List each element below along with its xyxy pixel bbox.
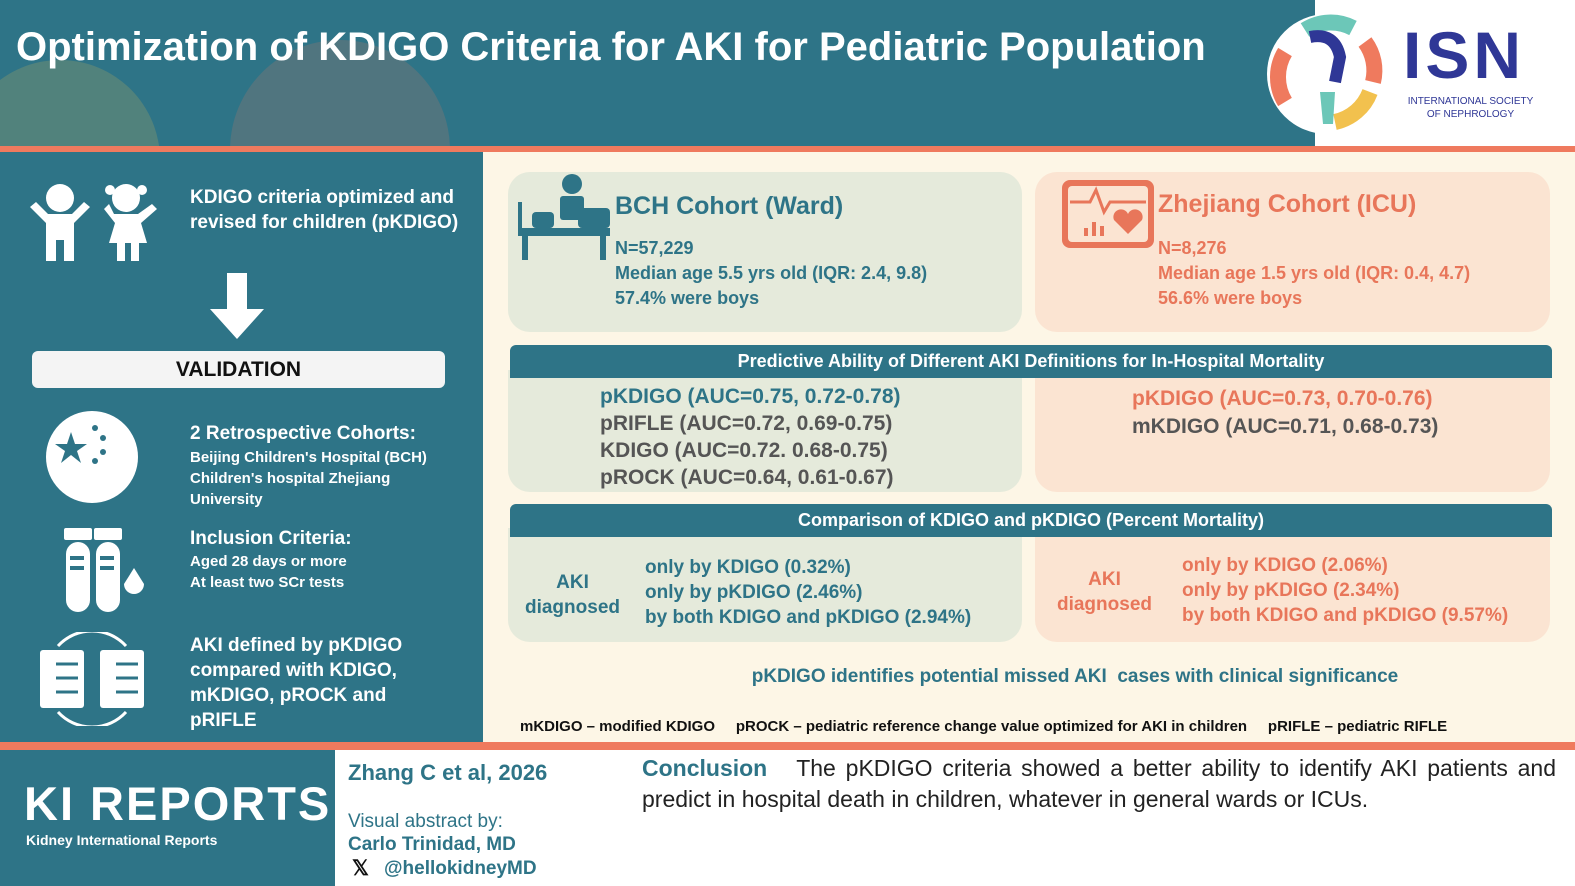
visual-abstract-label: Visual abstract by:: [348, 811, 503, 832]
bch-auc-card: [508, 370, 1022, 492]
comparison-item: only by KDIGO (0.32%): [645, 557, 851, 578]
comparison-item: only by KDIGO (2.06%): [1182, 555, 1388, 576]
compare-documents-icon: [40, 632, 144, 726]
bch-aki-label: AKI diagnosed: [510, 570, 635, 620]
isn-logo: ISN INTERNATIONAL SOCIETY OF NEPHROLOGY: [1267, 0, 1575, 146]
validation-label: VALIDATION: [32, 351, 445, 388]
comparison-item: by both KDIGO and pKDIGO (9.57%): [1182, 605, 1509, 626]
diagnosed-label: diagnosed: [524, 597, 620, 618]
conclusion-label: Conclusion: [642, 755, 768, 781]
cohort-line: Children's hospital Zhejiang: [190, 470, 391, 487]
page-title: Optimization of KDIGO Criteria for AKI f…: [16, 25, 1206, 69]
author: Carlo Trinidad, MD: [348, 834, 516, 855]
cohort-line: University: [190, 491, 263, 508]
auc-item: pKDIGO (AUC=0.73, 0.70-0.76): [1132, 387, 1433, 410]
bch-auc-list: pKDIGO (AUC=0.75, 0.72-0.78) pRIFLE (AUC…: [600, 383, 901, 491]
auc-item: KDIGO (AUC=0.72. 0.68-0.75): [600, 439, 888, 462]
children-icon: [30, 184, 157, 261]
inclusion-title: Inclusion Criteria:: [190, 528, 352, 549]
auc-item: pRIFLE (AUC=0.72, 0.69-0.75): [600, 412, 893, 435]
citation: Zhang C et al, 2026: [348, 760, 548, 785]
auc-item: mKDIGO (AUC=0.71, 0.68-0.73): [1132, 415, 1439, 438]
footnote: mKDIGO – modified KDIGO pROCK – pediatri…: [520, 718, 1448, 735]
bch-cohort-card: [508, 172, 1022, 332]
comparison-item: only by pKDIGO (2.34%): [1182, 580, 1400, 601]
zhejiang-boys: 56.6% were boys: [1158, 288, 1303, 308]
bch-comparison-card: [508, 528, 1022, 642]
divider: [0, 146, 1575, 152]
zhejiang-auc-card: [1035, 370, 1550, 492]
zhejiang-auc-list: pKDIGO (AUC=0.73, 0.70-0.76) mKDIGO (AUC…: [1132, 385, 1438, 441]
isn-name-2: OF NEPHROLOGY: [1426, 109, 1515, 120]
comparison-item: by both KDIGO and pKDIGO (2.94%): [645, 607, 972, 628]
bch-title: BCH Cohort (Ward): [615, 192, 844, 220]
inclusion-list: Aged 28 days or more At least two SCr te…: [190, 551, 347, 593]
bch-age: Median age 5.5 yrs old (IQR: 2.4, 9.8): [615, 263, 928, 283]
divider: [0, 742, 1575, 750]
comparison-item: only by pKDIGO (2.46%): [645, 582, 863, 603]
isn-abbr: ISN: [1403, 18, 1526, 92]
isn-name-1: INTERNATIONAL SOCIETY: [1407, 96, 1534, 107]
aki-definition: AKI defined by pKDIGO compared with KDIG…: [190, 635, 403, 731]
hospital-bed-icon: [518, 174, 610, 260]
inclusion-line: At least two SCr tests: [190, 574, 345, 591]
zhejiang-aki-label: AKI diagnosed: [1042, 567, 1167, 617]
bch-comparison-list: only by KDIGO (0.32%) only by pKDIGO (2.…: [645, 555, 971, 630]
journal-name: KI REPORTS: [24, 777, 332, 830]
aki-label: AKI: [1088, 569, 1121, 590]
zhejiang-title: Zhejiang Cohort (ICU): [1158, 190, 1417, 218]
ki-reports-logo: KI REPORTS Kidney International Reports: [0, 750, 335, 886]
zhejiang-stats: N=8,276 Median age 1.5 yrs old (IQR: 0.4…: [1158, 236, 1470, 311]
conclusion: Conclusion The pKDIGO criteria showed a …: [642, 753, 1556, 815]
inclusion-line: Aged 28 days or more: [190, 553, 347, 570]
x-logo-icon: 𝕏: [352, 857, 369, 880]
takeaway: pKDIGO identifies potential missed AKI c…: [751, 666, 1399, 687]
bch-stats: N=57,229 Median age 5.5 yrs old (IQR: 2.…: [615, 236, 927, 311]
auc-item: pROCK (AUC=0.64, 0.61-0.67): [600, 466, 894, 489]
heart-monitor-icon: [1062, 180, 1154, 248]
china-flag-icon: [46, 411, 138, 503]
cohort-line: Beijing Children's Hospital (BCH): [190, 449, 427, 466]
cohorts-title: 2 Retrospective Cohorts:: [190, 423, 416, 444]
zhejiang-age: Median age 1.5 yrs old (IQR: 0.4, 4.7): [1158, 263, 1471, 283]
zhejiang-comparison-card: [1035, 528, 1550, 642]
twitter-handle[interactable]: @hellokidneyMD: [384, 858, 537, 879]
test-tubes-icon: [64, 528, 144, 612]
diagnosed-label: diagnosed: [1056, 594, 1152, 615]
comparison-title: Comparison of KDIGO and pKDIGO (Percent …: [510, 504, 1552, 537]
intro-text: KDIGO criteria optimized and revised for…: [190, 187, 459, 233]
isn-logo-icon: [1267, 14, 1387, 134]
bch-boys: 57.4% were boys: [615, 288, 760, 308]
arrow-down-icon: [210, 273, 264, 339]
conclusion-text: The pKDIGO criteria showed a better abil…: [642, 755, 1556, 812]
zhejiang-n: N=8,276: [1158, 238, 1227, 258]
predictive-title: Predictive Ability of Different AKI Defi…: [510, 345, 1552, 378]
zhejiang-comparison-list: only by KDIGO (2.06%) only by pKDIGO (2.…: [1182, 553, 1508, 628]
aki-label: AKI: [556, 572, 589, 593]
journal-subtitle: Kidney International Reports: [26, 832, 218, 848]
bch-n: N=57,229: [615, 238, 694, 258]
auc-item: pKDIGO (AUC=0.75, 0.72-0.78): [600, 385, 901, 408]
cohorts-list: Beijing Children's Hospital (BCH) Childr…: [190, 447, 480, 510]
